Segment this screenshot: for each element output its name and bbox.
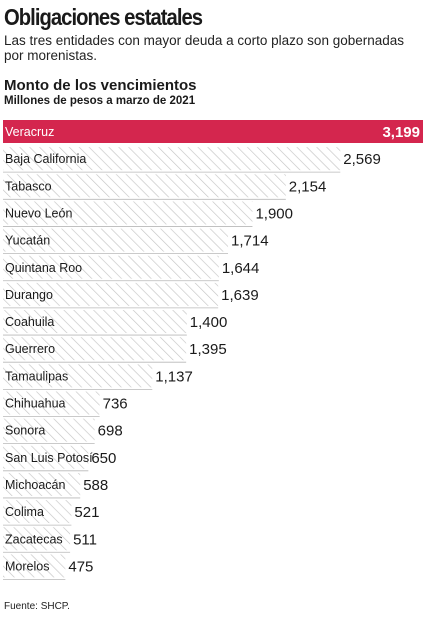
category-label: Guerrero <box>5 342 55 356</box>
bar-nuevo-león <box>3 201 253 225</box>
value-label: 475 <box>68 558 93 575</box>
value-label: 736 <box>103 396 128 413</box>
page-subtitle: Las tres entidades con mayor deuda a cor… <box>4 33 405 63</box>
chart-subtitle: Millones de pesos a marzo de 2021 <box>4 95 196 107</box>
value-label: 2,154 <box>289 178 327 195</box>
value-label: 2,569 <box>343 151 381 168</box>
bar-tamaulipas <box>3 364 153 388</box>
value-label: 1,644 <box>222 260 260 277</box>
bar-coahuila <box>3 310 187 334</box>
value-label: 588 <box>83 477 108 494</box>
bar-chart: Veracruz 3,199 Baja California 2,569 Tabasco… <box>3 120 423 580</box>
bar-morelos <box>3 554 66 578</box>
category-label: Nuevo León <box>5 206 72 220</box>
category-label: Sonora <box>5 424 45 438</box>
bar-veracruz <box>3 120 423 143</box>
value-label: 1,395 <box>189 341 227 358</box>
value-label: 1,714 <box>231 233 269 250</box>
bar-yucatán <box>3 228 229 252</box>
value-label: 650 <box>91 450 116 467</box>
bar-sonora <box>3 418 95 442</box>
bar-tabasco <box>3 174 286 198</box>
chart-title: Monto de los vencimientos <box>4 77 197 94</box>
bar-colima <box>3 500 72 524</box>
value-label: 1,900 <box>255 205 293 222</box>
category-label: Coahuila <box>5 315 54 329</box>
bar-quintana-roo <box>3 255 219 279</box>
value-label: 698 <box>98 423 123 440</box>
category-label: Tabasco <box>5 179 52 193</box>
category-label: Morelos <box>5 559 49 573</box>
category-label: Yucatán <box>5 234 50 248</box>
category-label: Quintana Roo <box>5 261 82 275</box>
value-label: 521 <box>74 504 99 521</box>
category-label: Durango <box>5 288 53 302</box>
category-label: Tamaulipas <box>5 369 68 383</box>
category-label: Chihuahua <box>5 397 66 411</box>
bar-baja-california <box>3 147 341 171</box>
category-label: Veracruz <box>5 125 54 139</box>
value-label: 511 <box>73 531 97 548</box>
category-label: San Luis Potosí <box>5 451 93 465</box>
category-label: Michoacán <box>5 478 65 492</box>
bar-durango <box>3 282 219 306</box>
value-label: 1,137 <box>155 368 193 385</box>
category-label: Baja California <box>5 152 86 166</box>
value-label: 1,639 <box>221 287 259 304</box>
bar-guerrero <box>3 337 187 361</box>
value-label: 3,199 <box>382 124 420 141</box>
source-note: Fuente: SHCP. <box>4 601 70 612</box>
bar-san-luis-potosí <box>3 445 89 469</box>
category-label: Colima <box>5 505 44 519</box>
category-label: Zacatecas <box>5 532 63 546</box>
value-label: 1,400 <box>190 314 228 331</box>
bar-chihuahua <box>3 391 100 415</box>
page-title: Obligaciones estatales <box>4 4 203 30</box>
bar-zacatecas <box>3 527 71 551</box>
bar-michoacán <box>3 472 81 496</box>
